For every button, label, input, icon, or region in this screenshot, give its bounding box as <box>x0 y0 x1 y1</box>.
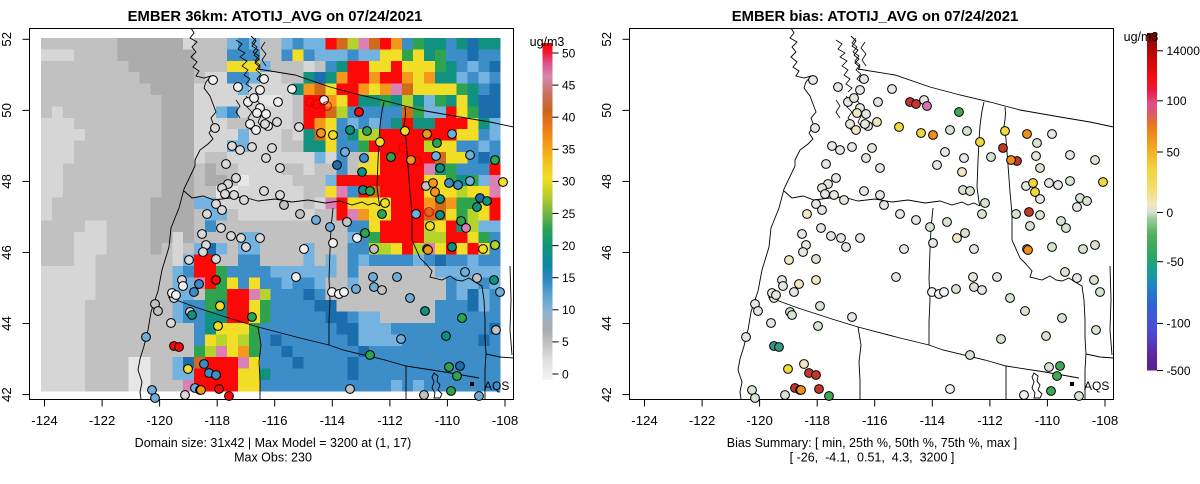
svg-text:44: 44 <box>599 316 614 331</box>
svg-text:ug/m3: ug/m3 <box>1124 30 1159 44</box>
svg-text:44: 44 <box>0 316 14 331</box>
svg-text:EMBER 36km: ATOTIJ_AVG on 07/2: EMBER 36km: ATOTIJ_AVG on 07/24/2021 <box>128 9 423 25</box>
svg-text:15: 15 <box>562 271 576 285</box>
svg-text:-500: -500 <box>1167 364 1191 378</box>
svg-text:Bias Summary: [ min, 25th %, 5: Bias Summary: [ min, 25th %, 50th %, 75t… <box>727 436 1017 450</box>
svg-text:0: 0 <box>1167 206 1174 220</box>
svg-text:AQS: AQS <box>484 379 509 393</box>
svg-text:-122: -122 <box>689 413 715 428</box>
svg-text:100: 100 <box>1167 94 1187 108</box>
svg-text:-116: -116 <box>862 413 887 428</box>
svg-text:-120: -120 <box>146 413 172 428</box>
svg-text:ug/m3: ug/m3 <box>530 35 565 49</box>
svg-text:EMBER bias: ATOTIJ_AVG on 07/2: EMBER bias: ATOTIJ_AVG on 07/24/2021 <box>732 9 1018 25</box>
svg-text:42: 42 <box>0 387 14 402</box>
svg-text:46: 46 <box>0 245 14 260</box>
svg-text:-122: -122 <box>89 413 115 428</box>
svg-text:14000: 14000 <box>1167 44 1200 58</box>
svg-text:Max Obs: 230: Max Obs: 230 <box>234 451 312 465</box>
svg-text:-120: -120 <box>746 413 772 428</box>
svg-text:-114: -114 <box>320 413 345 428</box>
svg-text:35: 35 <box>562 143 576 157</box>
svg-text:52: 52 <box>0 32 14 47</box>
svg-text:-114: -114 <box>920 413 945 428</box>
svg-text:-110: -110 <box>1035 413 1060 428</box>
svg-text:-100: -100 <box>1167 317 1191 331</box>
svg-text:-112: -112 <box>377 413 402 428</box>
svg-text:-116: -116 <box>262 413 287 428</box>
svg-text:-118: -118 <box>204 413 229 428</box>
svg-text:-108: -108 <box>492 413 518 428</box>
svg-text:-118: -118 <box>804 413 829 428</box>
svg-text:-112: -112 <box>977 413 1002 428</box>
svg-text:40: 40 <box>562 111 576 125</box>
svg-text:50: 50 <box>599 103 614 118</box>
svg-text:50: 50 <box>562 46 576 60</box>
svg-text:5: 5 <box>562 335 569 349</box>
svg-text:52: 52 <box>599 32 614 47</box>
svg-text:10: 10 <box>562 303 576 317</box>
svg-text:-124: -124 <box>631 413 657 428</box>
svg-text:50: 50 <box>0 103 14 118</box>
svg-text:-50: -50 <box>1167 255 1185 269</box>
svg-text:AQS: AQS <box>1084 379 1109 393</box>
svg-text:0: 0 <box>562 367 569 381</box>
svg-text:48: 48 <box>599 174 614 189</box>
svg-text:30: 30 <box>562 175 576 189</box>
svg-text:Domain size: 31x42 | Max Model: Domain size: 31x42 | Max Model = 3200 at… <box>135 436 412 450</box>
svg-text:20: 20 <box>562 239 576 253</box>
svg-text:46: 46 <box>599 245 614 260</box>
svg-text:45: 45 <box>562 78 576 92</box>
svg-text:25: 25 <box>562 207 576 221</box>
svg-text:50: 50 <box>1167 145 1181 159</box>
svg-text:-124: -124 <box>31 413 57 428</box>
svg-text:-108: -108 <box>1092 413 1118 428</box>
svg-text:-110: -110 <box>435 413 460 428</box>
svg-text:48: 48 <box>0 174 14 189</box>
svg-text:42: 42 <box>599 387 614 402</box>
svg-text:[ -26, -4.1, 0.51, 4.3, 32: [ -26, -4.1, 0.51, 4.3, 3200 ] <box>790 451 955 465</box>
